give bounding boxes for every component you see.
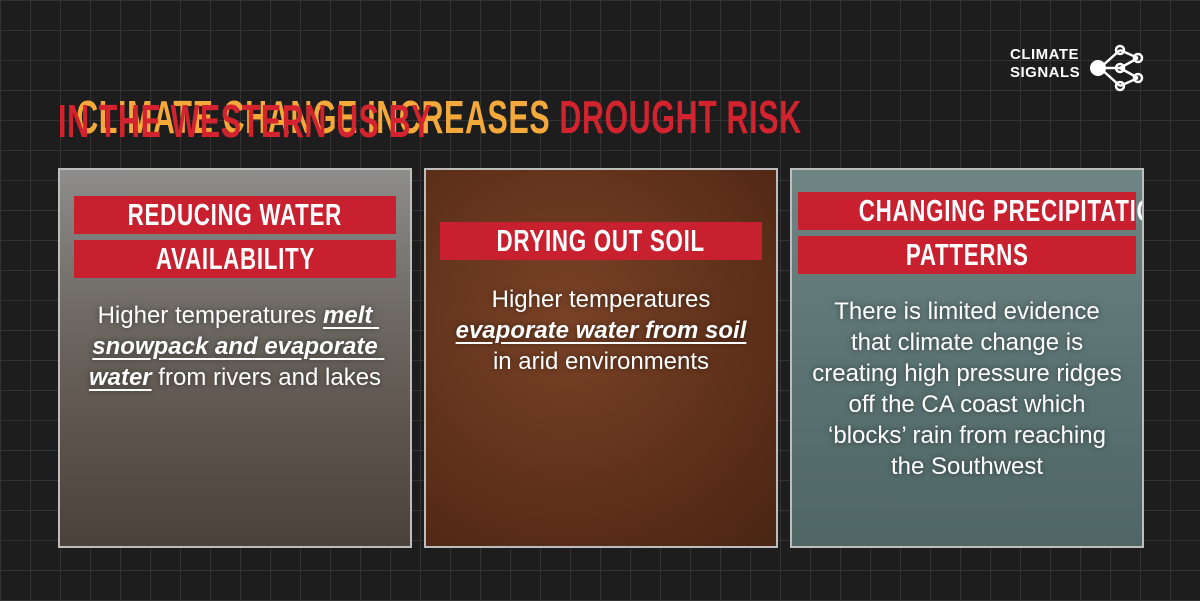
- heading-bar: PATTERNS: [798, 236, 1136, 274]
- heading-bar: AVAILABILITY: [74, 240, 396, 278]
- heading-text: DRYING OUT SOIL: [496, 223, 706, 258]
- heading-text: CHANGING PRECIPITATION: [858, 193, 1144, 228]
- heading-text: REDUCING WATER: [127, 197, 343, 232]
- body-text: Higher temperatures melt snowpack and ev…: [80, 300, 390, 393]
- heading-bar: CHANGING PRECIPITATION: [798, 192, 1142, 230]
- panel: REDUCING WATER AVAILABILITY Higher tempera…: [58, 168, 412, 548]
- body-segment: Higher temperatures: [491, 286, 718, 313]
- logo-text: SIGNALS: [1010, 64, 1081, 81]
- panel: CHANGING PRECIPITATION PATTERNS There is l…: [790, 168, 1144, 548]
- logo: CLIMATE SIGNALS: [1010, 46, 1080, 82]
- title-part: CLIMATE CHANGE INCREASES: [76, 91, 560, 143]
- title-part: DROUGHT RISK: [559, 91, 802, 143]
- body-segment: Higher temperatures: [97, 302, 324, 329]
- logo-icon: [1090, 44, 1144, 92]
- logo-text: CLIMATE: [1010, 46, 1080, 63]
- body-segment: from rivers and lakes: [151, 364, 382, 391]
- heading-text: AVAILABILITY: [155, 241, 315, 276]
- emphasized-text: melt snowpack and evaporate water: [88, 302, 385, 391]
- body-segment: There is limited evidence that climate c…: [812, 298, 1129, 480]
- body-text: Higher temperatures evaporate water from…: [446, 284, 756, 377]
- body-segment: in arid environments: [492, 317, 754, 375]
- body-text: There is limited evidence that climate c…: [812, 296, 1122, 482]
- title-line2: IN THE WESTERN US BY: [58, 95, 433, 147]
- title: CLIMATE CHANGE INCREASES DROUGHT RISK: [58, 36, 802, 144]
- heading-text: PATTERNS: [905, 237, 1029, 272]
- heading-bar: REDUCING WATER: [74, 196, 396, 234]
- panel: DRYING OUT SOIL Higher temperatures evapo…: [424, 168, 778, 548]
- emphasized-text: evaporate water from soil: [455, 317, 747, 344]
- heading-bar: DRYING OUT SOIL: [440, 222, 762, 260]
